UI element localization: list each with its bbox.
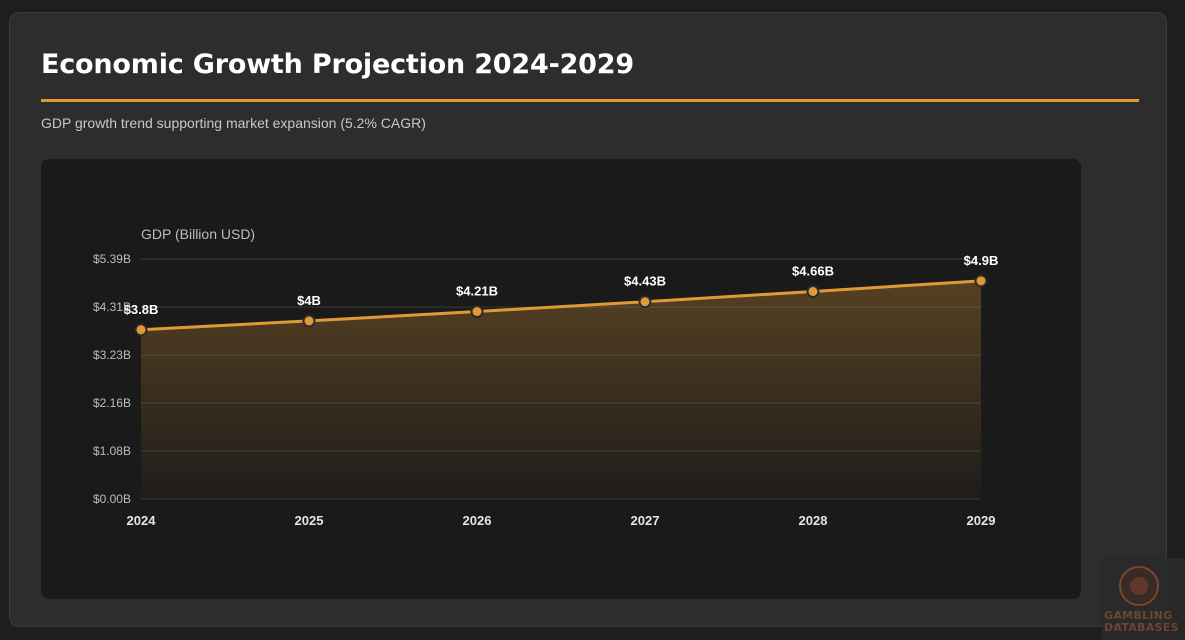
- x-tick-label: 2028: [799, 513, 828, 528]
- data-point: [470, 305, 484, 319]
- y-tick-label: $3.23B: [93, 348, 131, 362]
- chart-panel: $3.8B $4B $4.21B $4.43B $4.66B $4.9B $0.00B $1…: [41, 159, 1081, 599]
- y-axis-title: GDP (Billion USD): [141, 226, 255, 242]
- series-area: [141, 280, 981, 499]
- y-tick-label: $2.16B: [93, 396, 131, 410]
- y-tick-label: $0.00B: [93, 492, 131, 506]
- data-label: $4.66B: [792, 264, 834, 279]
- title-divider: [41, 99, 1139, 102]
- data-point: [638, 295, 652, 309]
- data-point: [974, 274, 988, 288]
- y-tick-label: $4.31B: [93, 300, 131, 314]
- chart-subtitle: GDP growth trend supporting market expan…: [41, 115, 426, 131]
- data-label: $4B: [297, 293, 321, 308]
- chart-card: Economic Growth Projection 2024-2029 GDP…: [9, 12, 1167, 627]
- watermark-line2: DATABASES: [1104, 621, 1179, 634]
- y-tick-label: $5.39B: [93, 252, 131, 266]
- x-tick-label: 2027: [631, 513, 660, 528]
- watermark-logo: GAMBLING DATABASES: [1102, 558, 1185, 640]
- x-tick-label: 2025: [295, 513, 324, 528]
- data-label: $4.9B: [964, 253, 999, 268]
- x-tick-label: 2026: [463, 513, 492, 528]
- data-label: $4.21B: [456, 284, 498, 299]
- y-tick-label: $1.08B: [93, 444, 131, 458]
- data-point: [302, 314, 316, 328]
- data-point: [806, 285, 820, 299]
- x-tick-label: 2024: [127, 513, 157, 528]
- gdp-area-chart: $3.8B $4B $4.21B $4.43B $4.66B $4.9B $0.00B $1…: [93, 226, 999, 528]
- watermark-text: GAMBLING DATABASES: [1104, 610, 1185, 634]
- data-point: [134, 323, 148, 337]
- data-label: $4.43B: [624, 274, 666, 289]
- data-label: $3.8B: [124, 302, 159, 317]
- casino-chip-icon: [1119, 566, 1159, 606]
- series-line: [140, 279, 982, 332]
- watermark-line1: GAMBLING: [1104, 609, 1173, 622]
- page-title: Economic Growth Projection 2024-2029: [41, 49, 634, 80]
- x-tick-label: 2029: [967, 513, 996, 528]
